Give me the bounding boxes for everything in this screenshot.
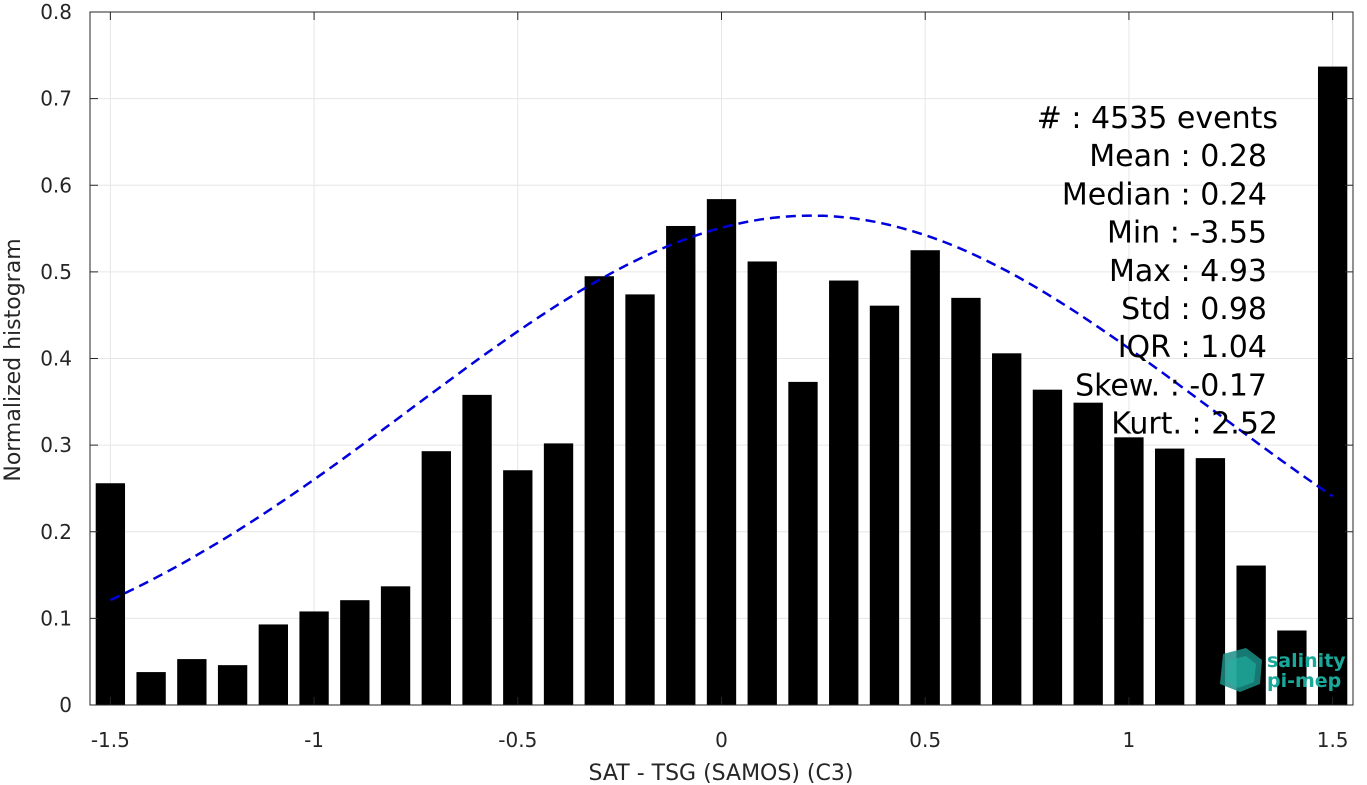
x-axis-label: SAT - TSG (SAMOS) (C3) (589, 761, 854, 785)
stat-line-5: Std : 0.98 (1121, 292, 1267, 327)
bar-27 (1195, 458, 1226, 705)
bar-12 (584, 276, 614, 705)
x-tick-label-2: -0.5 (498, 728, 537, 752)
bar-10 (503, 470, 533, 705)
bars (95, 66, 1348, 706)
bar-14 (666, 225, 696, 705)
x-tick-label-1: -1 (304, 728, 324, 752)
y-tick-label-7: 0.7 (40, 87, 72, 111)
y-tick-label-3: 0.3 (40, 433, 72, 457)
bar-11 (543, 443, 574, 705)
logo-line1: salinity (1267, 650, 1346, 672)
stat-line-0: # : 4535 events (1037, 101, 1278, 136)
bar-22 (992, 353, 1022, 705)
y-axis-label: Normalized histogram (1, 238, 26, 481)
bar-16 (747, 261, 777, 705)
bar-15 (706, 199, 737, 706)
bar-25 (1114, 437, 1144, 705)
bar-20 (910, 250, 940, 705)
bar-8 (421, 451, 451, 705)
y-tick-label-4: 0.4 (40, 347, 72, 371)
bar-13 (625, 294, 655, 705)
bar-0 (95, 483, 126, 705)
y-tick-label-0: 0 (59, 693, 72, 717)
stat-line-2: Median : 0.24 (1062, 177, 1267, 212)
bar-19 (869, 305, 900, 705)
bar-6 (340, 600, 370, 705)
x-tick-label-5: 1 (1123, 728, 1136, 752)
bar-21 (951, 297, 981, 705)
bar-5 (299, 611, 329, 705)
bar-17 (788, 381, 818, 705)
bar-23 (1032, 389, 1063, 705)
bar-9 (462, 394, 492, 705)
gaussian-fit-curve (109, 214, 1334, 602)
bar-29 (1277, 630, 1307, 705)
logo-line2: pi-mep (1267, 670, 1341, 692)
y-tick-label-6: 0.6 (40, 173, 72, 197)
y-tick-label-5: 0.5 (40, 260, 72, 284)
x-tick-label-0: -1.5 (91, 728, 130, 752)
bar-4 (258, 624, 289, 705)
bar-30 (1317, 66, 1348, 706)
stat-line-7: Skew. : -0.17 (1075, 368, 1267, 403)
logo-cube-face (1226, 656, 1256, 688)
y-tick-label-1: 0.1 (40, 606, 72, 630)
bar-18 (829, 280, 859, 705)
stat-line-4: Max : 4.93 (1109, 254, 1267, 289)
y-tick-label-8: 0.8 (40, 0, 72, 24)
bar-7 (380, 586, 411, 705)
stat-line-1: Mean : 0.28 (1089, 139, 1267, 174)
bar-1 (136, 672, 166, 705)
stat-line-6: IQR : 1.04 (1118, 330, 1267, 365)
x-tick-label-3: 0 (715, 728, 728, 752)
x-tick-label-4: 0.5 (909, 728, 941, 752)
x-tick-labels: -1.5 -1 -0.5 0 0.5 1 1.5 (91, 728, 1349, 752)
bar-26 (1154, 448, 1185, 705)
tick-marks (90, 11, 1353, 706)
bar-2 (177, 659, 207, 705)
stat-line-8: Kurt. : 2.52 (1111, 407, 1278, 442)
salinity-pimep-logo: salinity pi-mep (1220, 648, 1346, 692)
x-tick-label-6: 1.5 (1317, 728, 1349, 752)
y-tick-label-2: 0.2 (40, 520, 72, 544)
bar-3 (217, 665, 248, 705)
y-tick-labels: 0 0.1 0.2 0.3 0.4 0.5 0.6 0.7 0.8 (40, 0, 72, 717)
stat-line-3: Min : -3.55 (1107, 216, 1267, 251)
bar-24 (1073, 402, 1103, 705)
